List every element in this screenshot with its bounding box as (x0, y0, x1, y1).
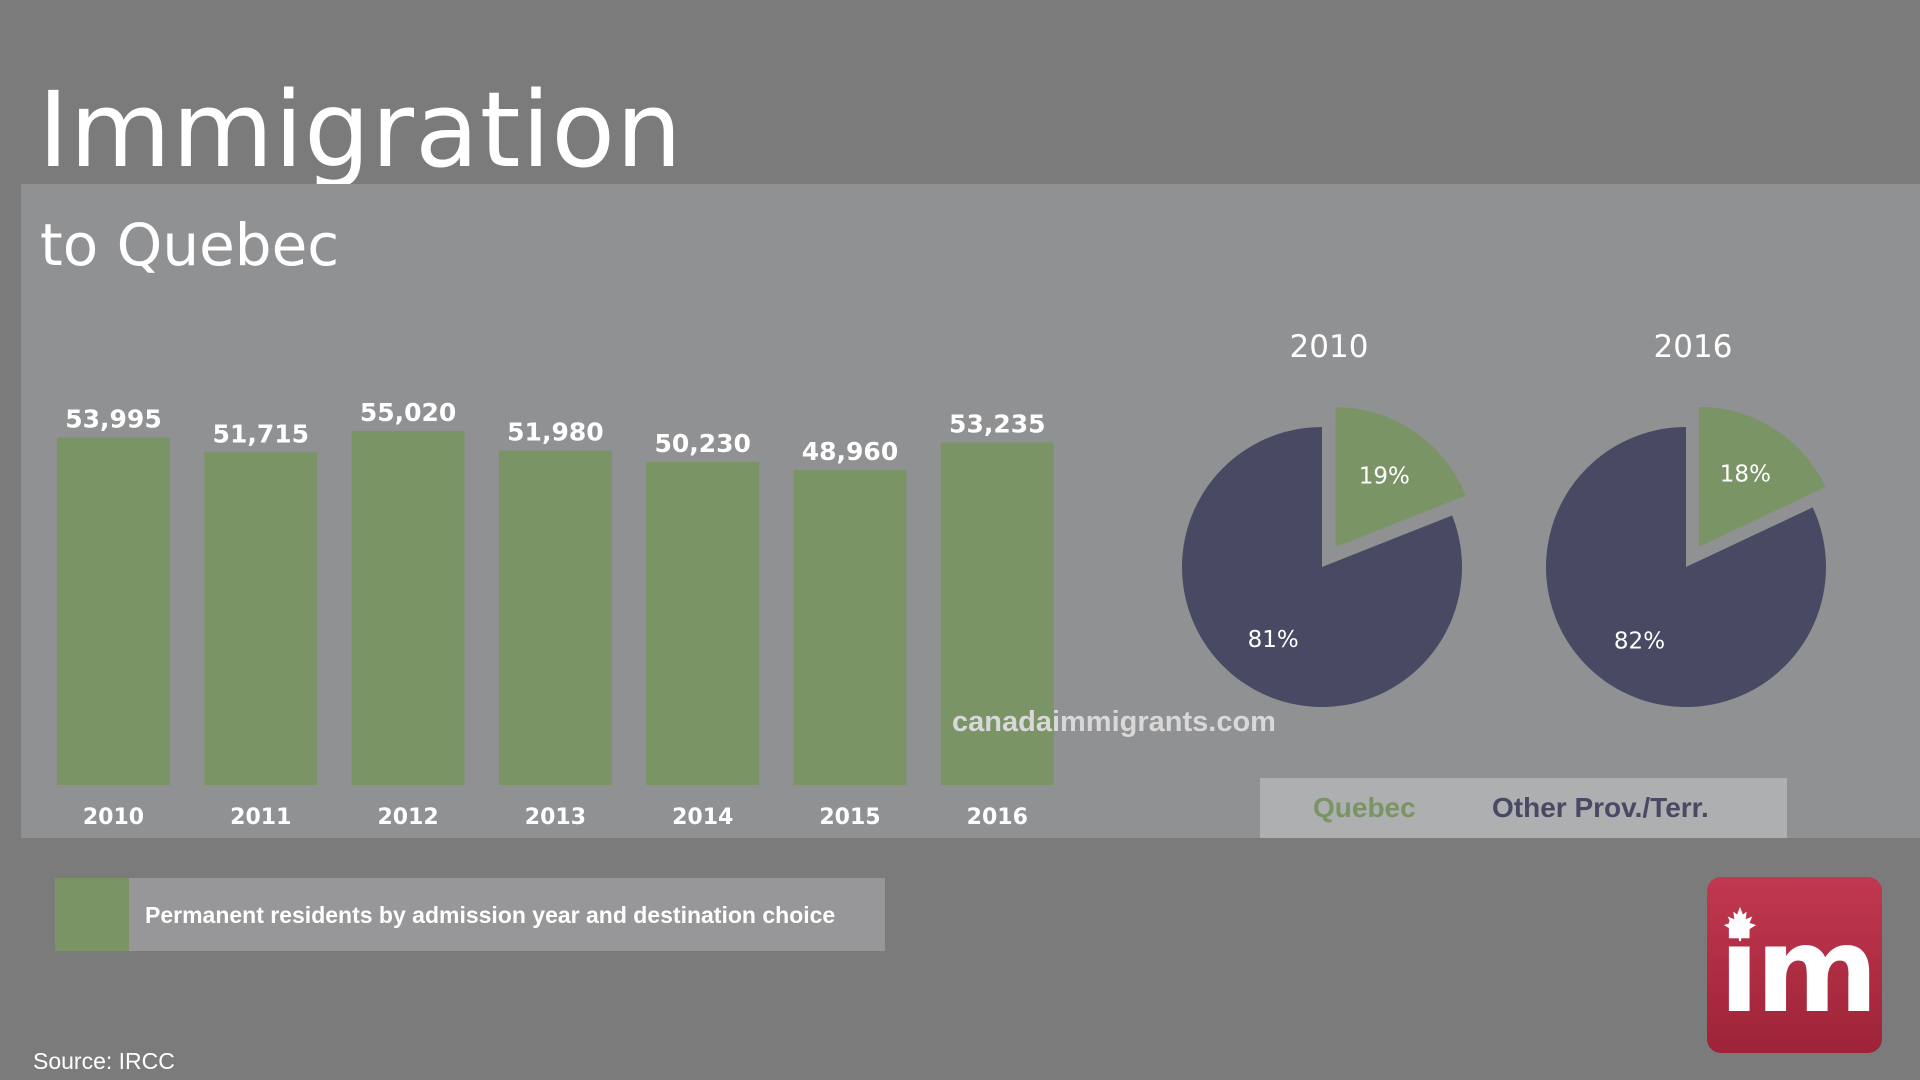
bar-value-label: 50,230 (654, 429, 750, 458)
bar-chart: 53,995 2010 51,715 2011 55,020 2012 51,980 2013… (57, 398, 1054, 830)
maple-leaf-icon (1723, 906, 1757, 942)
bar-value-label: 53,235 (949, 409, 1045, 438)
bar-category-label: 2014 (672, 805, 733, 830)
pie-slice-label: 82% (1614, 628, 1665, 654)
page-title: Immigration (38, 69, 683, 191)
bar-2010 (57, 437, 170, 785)
bar-category-label: 2013 (525, 805, 586, 830)
pie-title-2016: 2016 (1654, 329, 1733, 365)
legend-quebec: Quebec (1313, 792, 1416, 823)
pie-title-2010: 2010 (1290, 329, 1369, 365)
pie-slice-quebec (1698, 406, 1826, 547)
bar-category-label: 2011 (230, 805, 291, 830)
pie-slice-label: 19% (1359, 463, 1410, 489)
bar-category-label: 2010 (83, 805, 144, 830)
bar-legend-text: Permanent residents by admission year an… (145, 902, 836, 928)
watermark: canadaimmigrants.com (952, 706, 1276, 738)
bar-2011 (204, 452, 318, 785)
bar-2014 (646, 461, 760, 785)
bar-value-label: 48,960 (802, 437, 898, 466)
pie-slice-other (1182, 427, 1462, 707)
pie-slice-label: 18% (1720, 461, 1771, 487)
bar-value-label: 51,715 (213, 419, 309, 448)
logo: im (1707, 877, 1882, 1053)
pie-slice-other (1546, 427, 1827, 707)
bar-value-label: 53,995 (65, 405, 161, 434)
bar-category-label: 2016 (967, 805, 1028, 830)
bar-2012 (351, 431, 465, 785)
pie-legend: Quebec Other Prov./Terr. (1260, 778, 1787, 838)
bar-category-label: 2015 (819, 805, 880, 830)
page-subtitle: to Quebec (40, 211, 340, 279)
pie-charts: 2010 19% 81% 2016 18% 82% (1182, 329, 1827, 707)
legend-other: Other Prov./Terr. (1492, 792, 1709, 823)
bar-legend-swatch (55, 878, 129, 951)
bar-category-label: 2012 (377, 805, 438, 830)
source-note: Source: IRCC (33, 1048, 175, 1074)
bar-value-label: 55,020 (360, 398, 456, 427)
bar-2013 (498, 450, 612, 785)
bar-legend: Permanent residents by admission year an… (55, 878, 885, 951)
bar-2015 (793, 469, 907, 785)
pie-slice-quebec (1335, 407, 1466, 548)
bar-2016 (940, 442, 1054, 785)
bar-value-label: 51,980 (507, 418, 603, 447)
pie-slice-label: 81% (1248, 627, 1299, 653)
